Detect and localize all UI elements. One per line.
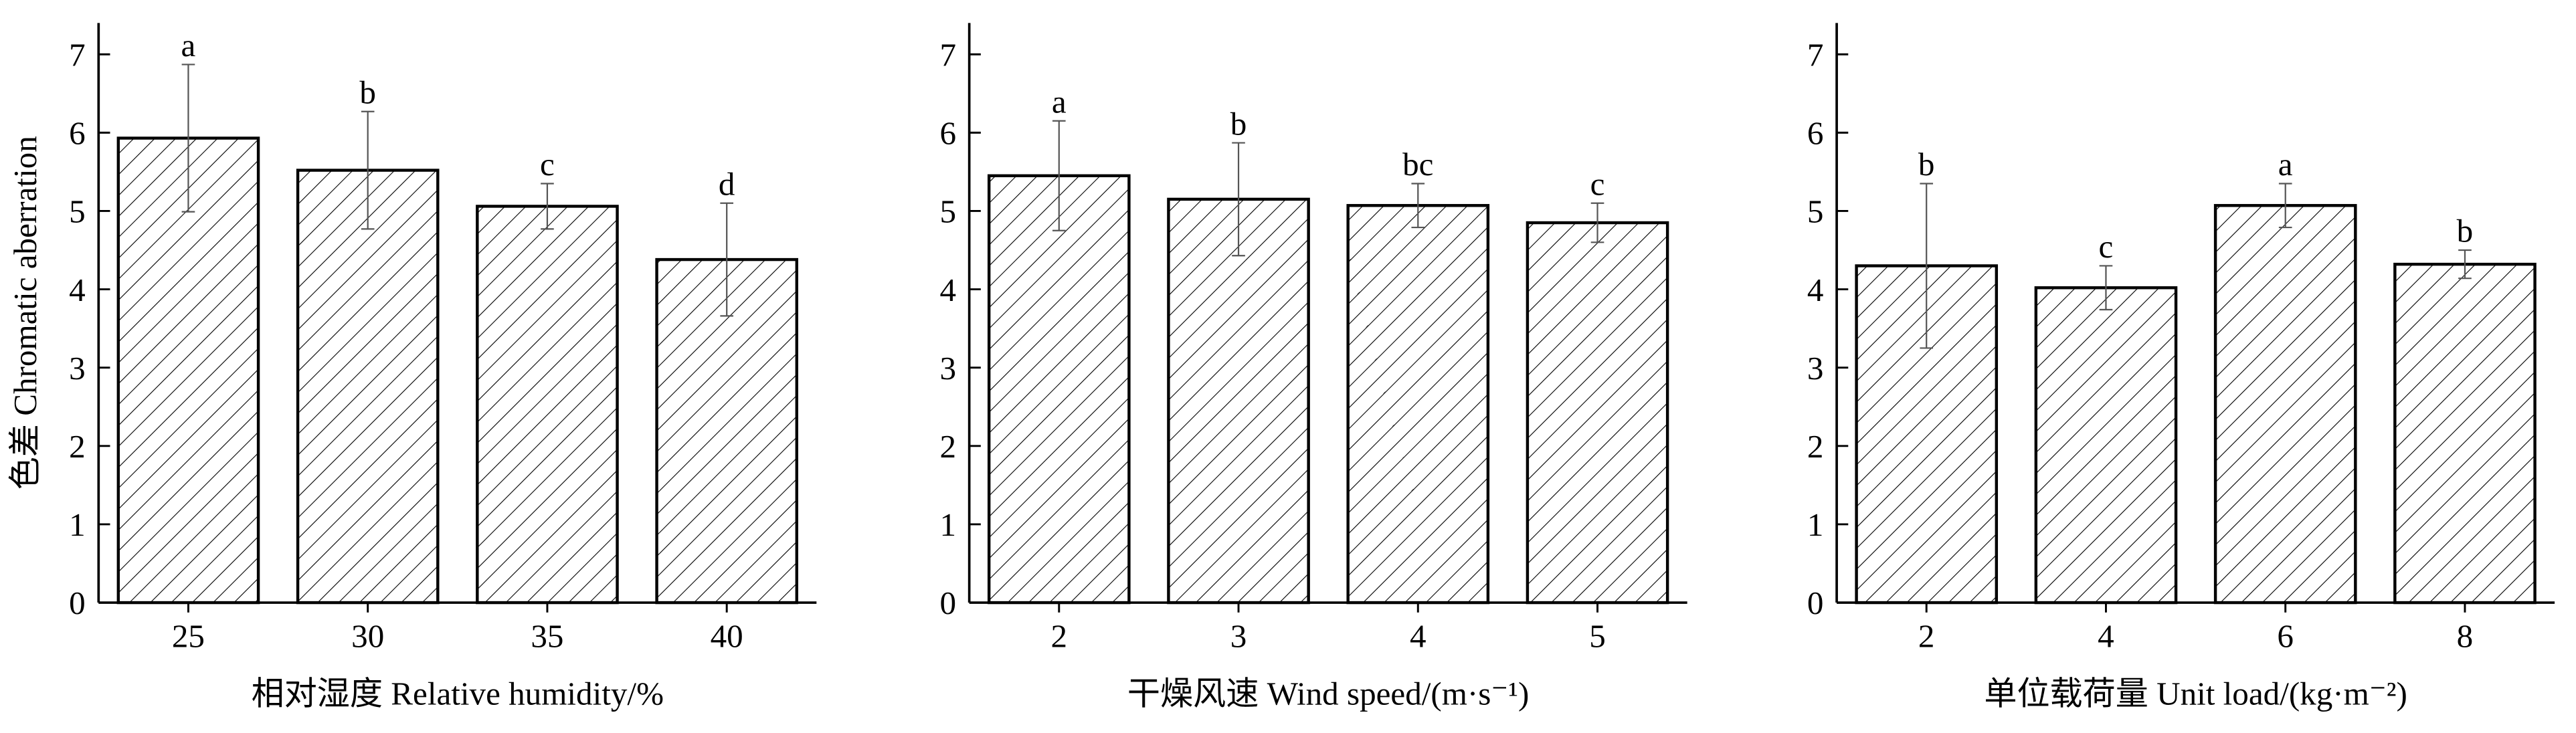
significance-letter: bc — [1402, 146, 1433, 183]
bar — [2213, 204, 2357, 605]
x-tick-label: 2 — [1918, 617, 1935, 654]
y-tick-label: 1 — [69, 506, 86, 543]
bar — [1167, 197, 1310, 605]
x-axis-label: 干燥风速 Wind speed/(m·s⁻¹) — [1127, 675, 1529, 712]
bar — [1526, 221, 1669, 605]
y-tick-label: 4 — [939, 272, 956, 308]
bar — [2393, 262, 2537, 605]
y-tick-label: 7 — [69, 36, 86, 73]
x-tick-label: 30 — [351, 617, 384, 654]
y-tick-label: 7 — [939, 36, 956, 73]
significance-letter: b — [1230, 105, 1247, 142]
significance-letter: b — [2457, 213, 2474, 249]
significance-letter: d — [719, 165, 735, 202]
y-tick-label: 0 — [69, 585, 86, 621]
bar — [987, 174, 1131, 605]
x-tick-label: 25 — [172, 617, 205, 654]
y-tick-label: 0 — [1807, 585, 1824, 621]
y-tick-label: 3 — [939, 350, 956, 387]
y-tick-label: 2 — [939, 428, 956, 465]
y-tick-label: 6 — [1807, 115, 1824, 152]
y-tick-label: 5 — [1807, 193, 1824, 230]
x-tick-label: 3 — [1230, 617, 1247, 654]
significance-letter: c — [2099, 228, 2114, 265]
y-tick-label: 6 — [939, 115, 956, 152]
significance-letter: b — [1918, 146, 1935, 183]
x-axis-label: 单位载荷量 Unit load/(kg·m⁻²) — [1984, 675, 2407, 712]
x-tick-label: 6 — [2277, 617, 2294, 654]
significance-letter: c — [1590, 165, 1605, 202]
bar — [296, 169, 440, 605]
significance-letter: a — [2278, 146, 2293, 183]
x-tick-label: 2 — [1051, 617, 1068, 654]
y-tick-label: 2 — [1807, 428, 1824, 465]
y-axis-label: 色差 Chromatic aberration — [7, 136, 43, 490]
y-tick-label: 3 — [1807, 350, 1824, 387]
y-tick-label: 1 — [939, 506, 956, 543]
significance-letter: a — [1052, 83, 1067, 120]
x-tick-label: 35 — [531, 617, 563, 654]
x-tick-label: 4 — [1410, 617, 1427, 654]
bar — [1346, 204, 1490, 605]
y-tick-label: 5 — [939, 193, 956, 230]
bar — [476, 205, 619, 605]
x-tick-label: 40 — [711, 617, 743, 654]
significance-letter: b — [359, 74, 376, 110]
x-tick-label: 4 — [2098, 617, 2114, 654]
x-tick-label: 5 — [1589, 617, 1606, 654]
y-tick-label: 7 — [1807, 36, 1824, 73]
x-tick-label: 8 — [2457, 617, 2474, 654]
y-tick-label: 6 — [69, 115, 86, 152]
y-tick-label: 4 — [1807, 272, 1824, 308]
significance-letter: a — [181, 27, 196, 64]
y-tick-label: 0 — [939, 585, 956, 621]
y-tick-label: 1 — [1807, 506, 1824, 543]
bar — [2034, 286, 2178, 605]
significance-letter: c — [540, 146, 555, 183]
y-tick-label: 2 — [69, 428, 86, 465]
y-tick-label: 3 — [69, 350, 86, 387]
y-tick-label: 5 — [69, 193, 86, 230]
x-axis-label: 相对湿度 Relative humidity/% — [252, 675, 664, 712]
y-tick-label: 4 — [69, 272, 86, 308]
